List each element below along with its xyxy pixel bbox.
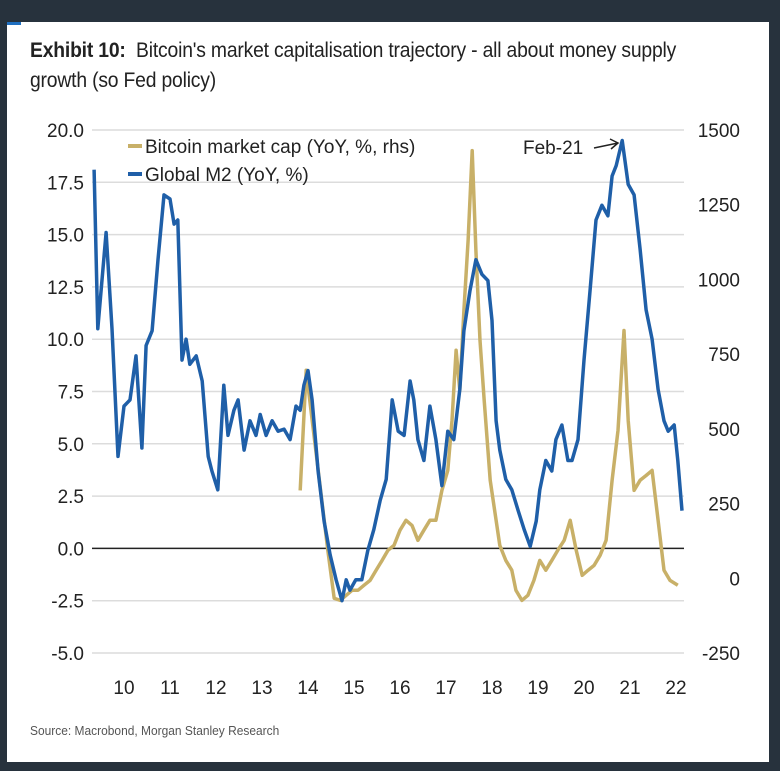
source-note: Source: Macrobond, Morgan Stanley Resear… bbox=[30, 723, 280, 738]
series-line-bitcoin bbox=[298, 148, 679, 603]
x-tick-label: 11 bbox=[160, 678, 180, 699]
y-tick-label: 12.5 bbox=[47, 278, 84, 299]
y2-tick-label: -250 bbox=[702, 644, 740, 665]
series-line-m2 bbox=[92, 138, 684, 603]
x-tick-label: 22 bbox=[665, 678, 686, 699]
legend-label: Global M2 (YoY, %) bbox=[145, 165, 309, 186]
accent-bar bbox=[7, 22, 21, 25]
y-tick-label: 5.0 bbox=[58, 435, 84, 456]
y-tick-label: 15.0 bbox=[47, 226, 84, 247]
x-tick-label: 10 bbox=[113, 678, 134, 699]
y-tick-label: 17.5 bbox=[47, 173, 84, 194]
y-tick-label: 2.5 bbox=[58, 487, 84, 508]
y2-tick-label: 250 bbox=[708, 495, 740, 516]
x-tick-label: 21 bbox=[619, 678, 640, 699]
chart-title: Exhibit 10: Bitcoin's market capitalisat… bbox=[30, 36, 702, 96]
x-tick-label: 13 bbox=[251, 678, 272, 699]
y2-tick-label: 750 bbox=[708, 345, 740, 366]
title-text: Bitcoin's market capitalisation trajecto… bbox=[30, 39, 677, 92]
y2-tick-label: 1250 bbox=[698, 196, 740, 217]
y2-tick-label: 0 bbox=[729, 569, 740, 590]
x-tick-label: 16 bbox=[389, 678, 410, 699]
annotation-arrow-icon bbox=[593, 138, 620, 150]
x-tick-label: 17 bbox=[435, 678, 456, 699]
y2-tick-label: 1000 bbox=[698, 270, 740, 291]
y-tick-label: 10.0 bbox=[47, 330, 84, 351]
annotation-label: Feb-21 bbox=[523, 138, 583, 159]
y-tick-label: 7.5 bbox=[58, 383, 84, 404]
x-tick-label: 19 bbox=[527, 678, 548, 699]
legend-label: Bitcoin market cap (YoY, %, rhs) bbox=[145, 137, 415, 158]
y-tick-label: 20.0 bbox=[47, 121, 84, 142]
y-tick-label: -2.5 bbox=[51, 592, 84, 613]
y-tick-label: -5.0 bbox=[51, 644, 84, 665]
y2-tick-label: 500 bbox=[708, 420, 740, 441]
x-tick-label: 20 bbox=[573, 678, 594, 699]
x-tick-label: 12 bbox=[205, 678, 226, 699]
x-tick-label: 18 bbox=[481, 678, 502, 699]
x-tick-label: 14 bbox=[297, 678, 319, 699]
exhibit-label: Exhibit 10: bbox=[30, 39, 126, 62]
y-tick-label: 0.0 bbox=[58, 539, 84, 560]
y2-tick-label: 1500 bbox=[698, 121, 740, 142]
x-tick-label: 15 bbox=[343, 678, 364, 699]
